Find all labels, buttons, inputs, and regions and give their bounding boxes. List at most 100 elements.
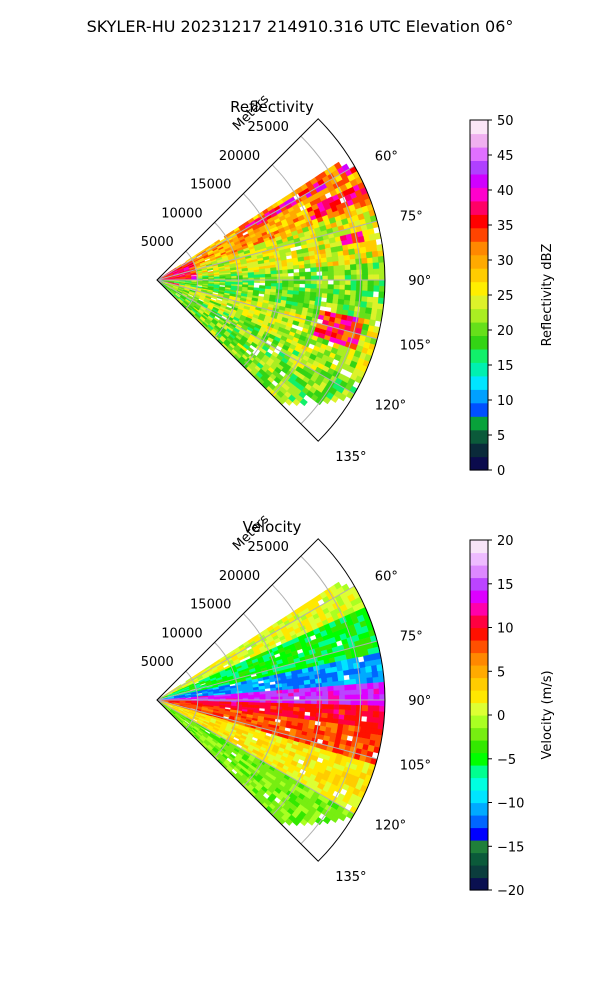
colorbar-swatch (470, 752, 488, 766)
colorbar-swatch (470, 362, 488, 377)
range-tick-label: 5000 (141, 235, 174, 250)
colorbar-swatch (470, 652, 488, 666)
colorbar-swatch (470, 456, 488, 471)
colorbar-swatch (470, 146, 488, 161)
azimuth-spoke (156, 699, 355, 815)
colorbar-swatch (470, 375, 488, 390)
azimuth-tick-label: 135° (335, 450, 366, 465)
colorbar-swatch (470, 827, 488, 841)
colorbar-swatch (470, 815, 488, 829)
colorbar-swatch (470, 640, 488, 654)
sector-frame (156, 538, 386, 862)
colorbar-swatch (470, 840, 488, 854)
colorbar-swatch (470, 877, 488, 891)
colorbar-swatch (470, 227, 488, 242)
colorbar-swatch (470, 335, 488, 350)
colorbar-swatch (470, 702, 488, 716)
colorbar-tick-label: −10 (497, 797, 524, 812)
panel-title: Velocity (243, 518, 302, 536)
azimuth-spoke (156, 585, 355, 701)
colorbar-swatch (470, 214, 488, 229)
azimuth-spoke (156, 165, 355, 281)
colorbar-label: Velocity (m/s) (540, 670, 555, 759)
colorbar-swatch (470, 765, 488, 779)
colorbar-tick-label: −5 (497, 753, 516, 768)
colorbar-swatch (470, 777, 488, 791)
colorbar-swatch (470, 416, 488, 431)
colorbar-swatch (470, 402, 488, 417)
colorbar-swatch (470, 690, 488, 704)
colorbar-tick-label: 30 (497, 254, 514, 269)
azimuth-spoke (156, 220, 378, 281)
radar-field (157, 581, 385, 827)
reflectivity-panel: Reflectivity500010000150002000025000Mete… (141, 92, 555, 479)
colorbar-swatch (470, 133, 488, 148)
colorbar-swatch (470, 187, 488, 202)
azimuth-tick-label: 60° (375, 569, 398, 584)
colorbar-swatch (470, 865, 488, 879)
figure-suptitle: SKYLER-HU 20231217 214910.316 UTC Elevat… (87, 17, 514, 36)
colorbar-tick-label: 0 (497, 464, 505, 479)
range-tick-label: 5000 (141, 655, 174, 670)
colorbar-swatch (470, 540, 488, 554)
range-tick-label: 25000 (248, 120, 289, 135)
sector-frame (156, 118, 386, 442)
colorbar-swatch (470, 281, 488, 296)
colorbar-swatch (470, 200, 488, 215)
radar-cells (157, 263, 385, 406)
colorbar-tick-label: 20 (497, 534, 514, 549)
colorbar-tick-label: 20 (497, 324, 514, 339)
velocity-panel: Velocity500010000150002000025000Meters60… (141, 512, 555, 899)
colorbar-tick-label: 5 (497, 665, 505, 680)
azimuth-spoke (156, 699, 378, 760)
colorbar-swatch (470, 802, 488, 816)
colorbar-swatch (470, 308, 488, 323)
azimuth-tick-label: 60° (375, 149, 398, 164)
colorbar-swatch (470, 577, 488, 591)
colorbar-swatch (470, 348, 488, 363)
colorbar-swatch (470, 852, 488, 866)
colorbar-swatch (470, 173, 488, 188)
colorbar-swatch (470, 602, 488, 616)
colorbar-tick-label: 10 (497, 394, 514, 409)
azimuth-tick-label: 75° (400, 210, 423, 225)
colorbar-swatch (470, 715, 488, 729)
colorbar-swatch (470, 429, 488, 444)
range-tick-label: 25000 (248, 540, 289, 555)
colorbar-swatch (470, 552, 488, 566)
colorbar-tick-label: 10 (497, 622, 514, 637)
azimuth-tick-label: 75° (400, 630, 423, 645)
colorbar-swatch (470, 790, 488, 804)
colorbar-tick-label: 5 (497, 429, 505, 444)
colorbar-label: Reflectivity dBZ (540, 244, 555, 347)
panel-title: Reflectivity (230, 98, 314, 116)
colorbar-tick-label: 50 (497, 114, 514, 129)
range-tick-label: 10000 (161, 206, 202, 221)
azimuth-tick-label: 120° (375, 399, 406, 414)
azimuth-tick-label: 90° (408, 694, 431, 709)
radar-field (157, 161, 385, 407)
azimuth-spoke (156, 279, 355, 395)
colorbar-swatch (470, 321, 488, 336)
colorbar-swatch (470, 295, 488, 310)
colorbar-swatch (470, 565, 488, 579)
colorbar-swatch (470, 665, 488, 679)
colorbar-swatch (470, 740, 488, 754)
azimuth-tick-label: 105° (400, 759, 431, 774)
colorbar-tick-label: 0 (497, 709, 505, 724)
colorbar-swatch (470, 268, 488, 283)
range-tick-label: 20000 (219, 149, 260, 164)
colorbar-tick-label: 15 (497, 578, 514, 593)
range-tick-label: 20000 (219, 569, 260, 584)
azimuth-tick-label: 120° (375, 819, 406, 834)
colorbar-swatch (470, 254, 488, 269)
colorbar-swatch (470, 160, 488, 175)
colorbar-swatch (470, 615, 488, 629)
colorbar-tick-label: 45 (497, 149, 514, 164)
colorbar: 0 5 10 15 20 25 30 35 40 45 50 Reflectivity dBZ (469, 114, 555, 479)
azimuth-tick-label: 90° (408, 274, 431, 289)
colorbar-tick-label: 25 (497, 289, 514, 304)
colorbar-swatch (470, 389, 488, 404)
colorbar-swatch (470, 120, 488, 135)
